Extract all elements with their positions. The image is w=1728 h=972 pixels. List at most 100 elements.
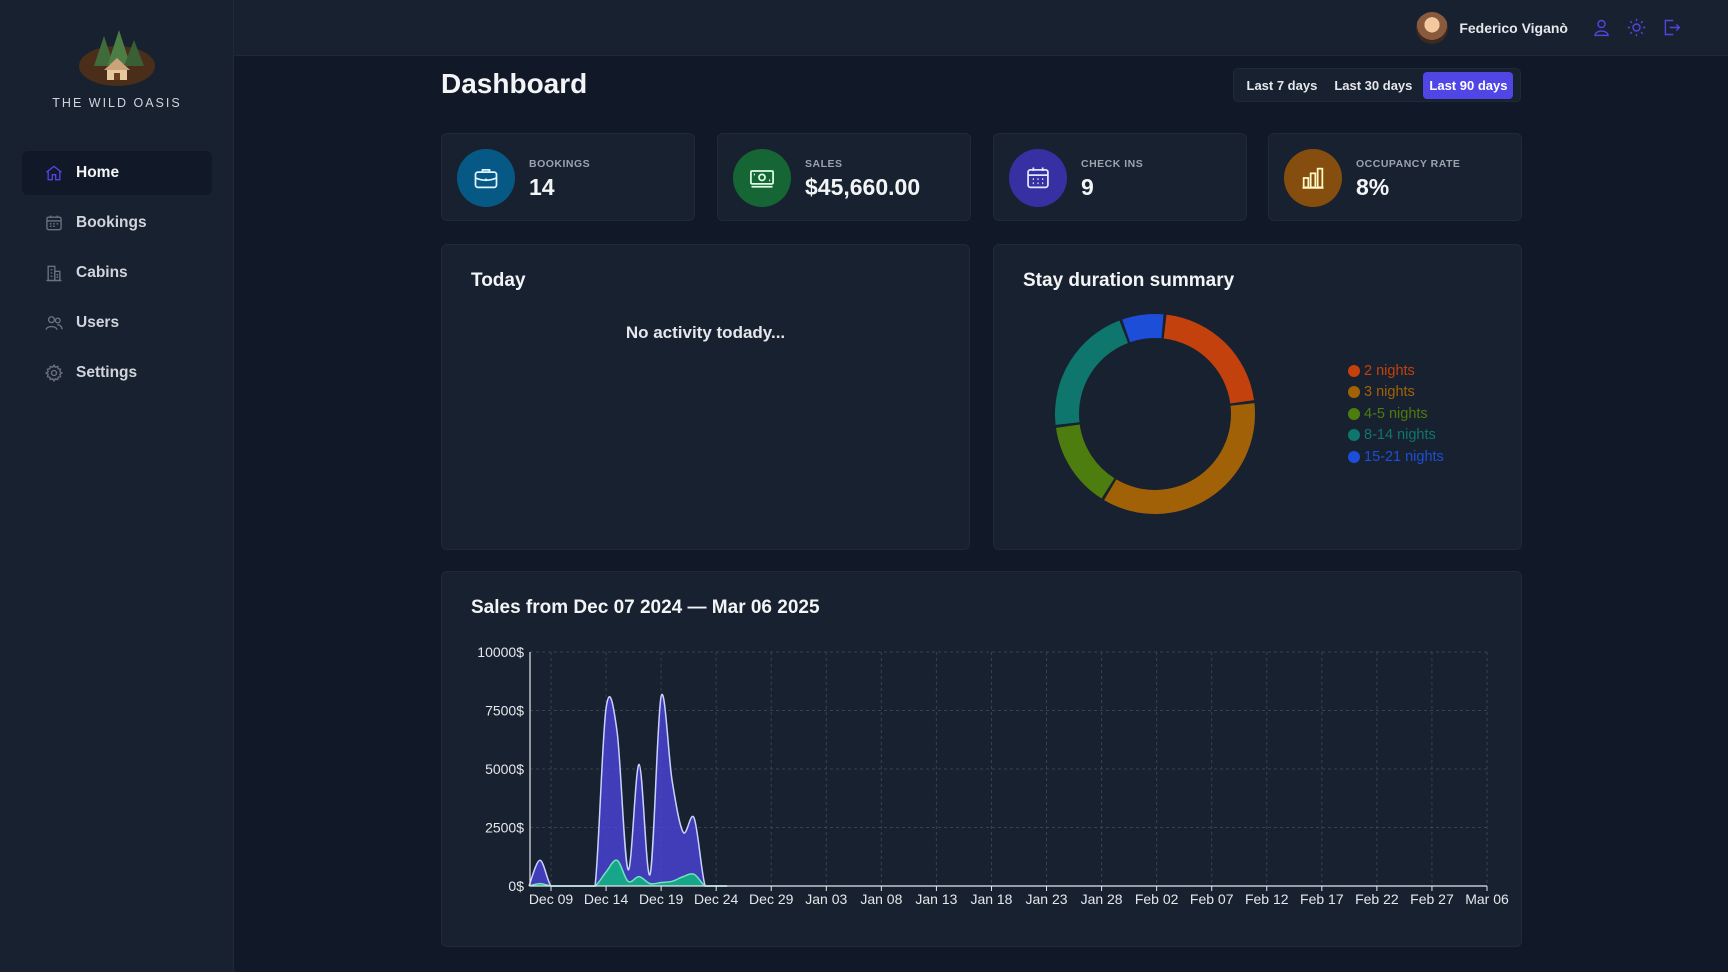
donut-slice[interactable] (1122, 314, 1164, 343)
x-tick-label: Feb 17 (1300, 891, 1344, 907)
calendar-icon (44, 213, 64, 233)
sidebar-item-cabins[interactable]: Cabins (22, 251, 212, 295)
y-tick-label: 0$ (508, 878, 524, 894)
today-panel: Today No activity todady... (441, 244, 970, 550)
x-tick-label: Feb 22 (1355, 891, 1399, 907)
page-title: Dashboard (441, 68, 588, 99)
chart-legend: 2 nights 3 nights 4-5 nights 8-14 nights 15-… (1348, 360, 1444, 468)
user-info[interactable]: Federico Viganò (1416, 12, 1568, 44)
y-tick-label: 7500$ (485, 703, 524, 719)
x-tick-label: Feb 27 (1410, 891, 1454, 907)
donut-slice[interactable] (1163, 314, 1255, 404)
sidebar-item-home[interactable]: Home (22, 151, 212, 195)
legend-label: 8-14 nights (1364, 427, 1436, 444)
stat-value: $45,660.00 (805, 174, 921, 200)
top-header: Federico Viganò (234, 0, 1728, 56)
x-tick-label: Feb 02 (1135, 891, 1179, 907)
legend-item: 8-14 nights (1348, 425, 1444, 447)
avatar (1416, 12, 1449, 44)
chart-bar-icon (1284, 149, 1342, 207)
logo[interactable]: THE WILD OASIS (0, 26, 234, 110)
sidebar-item-bookings[interactable]: Bookings (22, 201, 212, 245)
x-tick-label: Feb 12 (1245, 891, 1289, 907)
legend-label: 2 nights (1364, 362, 1415, 379)
stat-label: OCCUPANCY RATE (1356, 158, 1461, 170)
x-tick-label: Jan 13 (915, 891, 957, 907)
legend-label: 4-5 nights (1364, 405, 1428, 422)
stat-occupancy-rate: OCCUPANCY RATE 8% (1268, 133, 1522, 221)
legend-dot (1348, 386, 1360, 399)
sidebar-item-label: Cabins (76, 264, 128, 281)
legend-dot (1348, 407, 1360, 420)
x-tick-label: Dec 19 (639, 891, 684, 907)
donut-slice[interactable] (1104, 403, 1255, 514)
legend-dot (1348, 364, 1360, 377)
legend-label: 15-21 nights (1364, 448, 1444, 465)
home-icon (44, 163, 64, 183)
empty-state-text: No activity todady... (625, 323, 786, 342)
x-tick-label: Dec 14 (584, 891, 629, 907)
legend-dot (1348, 450, 1360, 463)
legend-item: 3 nights (1348, 382, 1444, 404)
date-filter: Last 7 days Last 30 days Last 90 days (1233, 68, 1521, 102)
legend-item: 4-5 nights (1348, 403, 1444, 425)
gear-icon (44, 363, 64, 383)
user-icon[interactable] (1591, 17, 1612, 38)
x-tick-label: Dec 09 (529, 891, 574, 907)
donut-slice[interactable] (1055, 320, 1128, 425)
x-tick-label: Jan 23 (1026, 891, 1068, 907)
sidebar-item-label: Settings (76, 364, 138, 381)
x-tick-label: Jan 28 (1081, 891, 1123, 907)
stat-label: CHECK INS (1081, 158, 1144, 170)
series-area (528, 694, 728, 886)
sales-area-chart: 0$ 2500$ 5000$ 7500$ 10000$ Dec 09 Dec 14 Dec 1… (477, 644, 1509, 907)
sidebar-item-users[interactable]: Users (22, 301, 212, 345)
filter-last-30-days[interactable]: Last 30 days (1328, 72, 1418, 99)
y-tick-label: 5000$ (485, 761, 524, 777)
briefcase-icon (457, 149, 515, 207)
legend-item: 2 nights (1348, 360, 1444, 382)
y-tick-label: 10000$ (477, 644, 524, 660)
x-tick-label: Feb 07 (1190, 891, 1234, 907)
sidebar: THE WILD OASIS Home Bookings Cabins User… (0, 0, 234, 972)
sidebar-item-label: Bookings (76, 214, 147, 231)
building-icon (44, 263, 64, 283)
legend-dot (1348, 429, 1360, 442)
stat-value: 9 (1081, 174, 1094, 200)
duration-panel: Stay duration summary 2 nights 3 nights 4-… (993, 244, 1522, 550)
stat-check-ins: CHECK INS 9 (993, 133, 1247, 221)
header-menu (1591, 17, 1682, 38)
stat-value: 14 (529, 174, 555, 200)
x-tick-label: Jan 03 (805, 891, 847, 907)
banknotes-icon (733, 149, 791, 207)
sidebar-item-label: Users (76, 314, 120, 331)
main-nav: Home Bookings Cabins Users Settings (22, 151, 212, 401)
x-tick-label: Jan 08 (860, 891, 902, 907)
stat-label: SALES (805, 158, 843, 170)
x-tick-label: Dec 24 (694, 891, 739, 907)
panel-title: Stay duration summary (1023, 270, 1235, 291)
app-name: THE WILD OASIS (52, 96, 182, 110)
x-tick-label: Dec 29 (749, 891, 794, 907)
legend-item: 15-21 nights (1348, 446, 1444, 468)
stat-bookings: BOOKINGS 14 (441, 133, 695, 221)
filter-last-7-days[interactable]: Last 7 days (1241, 72, 1324, 99)
calendar-days-icon (1009, 149, 1067, 207)
users-icon (44, 313, 64, 333)
stat-sales: SALES $45,660.00 (717, 133, 971, 221)
donut-chart (1055, 314, 1255, 514)
filter-last-90-days[interactable]: Last 90 days (1423, 71, 1514, 99)
panel-title: Sales from Dec 07 2024 — Mar 06 2025 (471, 597, 820, 618)
logout-icon[interactable] (1661, 17, 1682, 38)
stat-label: BOOKINGS (529, 158, 591, 170)
logo-image (79, 30, 155, 86)
x-tick-label: Mar 06 (1465, 891, 1509, 907)
sidebar-item-settings[interactable]: Settings (22, 351, 212, 395)
stat-value: 8% (1356, 174, 1390, 200)
sales-panel: Sales from Dec 07 2024 — Mar 06 2025 0$ 2… (441, 571, 1522, 947)
sidebar-item-label: Home (76, 164, 120, 181)
legend-label: 3 nights (1364, 384, 1415, 401)
donut-slice[interactable] (1055, 424, 1115, 499)
sun-icon[interactable] (1626, 17, 1647, 38)
x-tick-label: Jan 18 (970, 891, 1012, 907)
